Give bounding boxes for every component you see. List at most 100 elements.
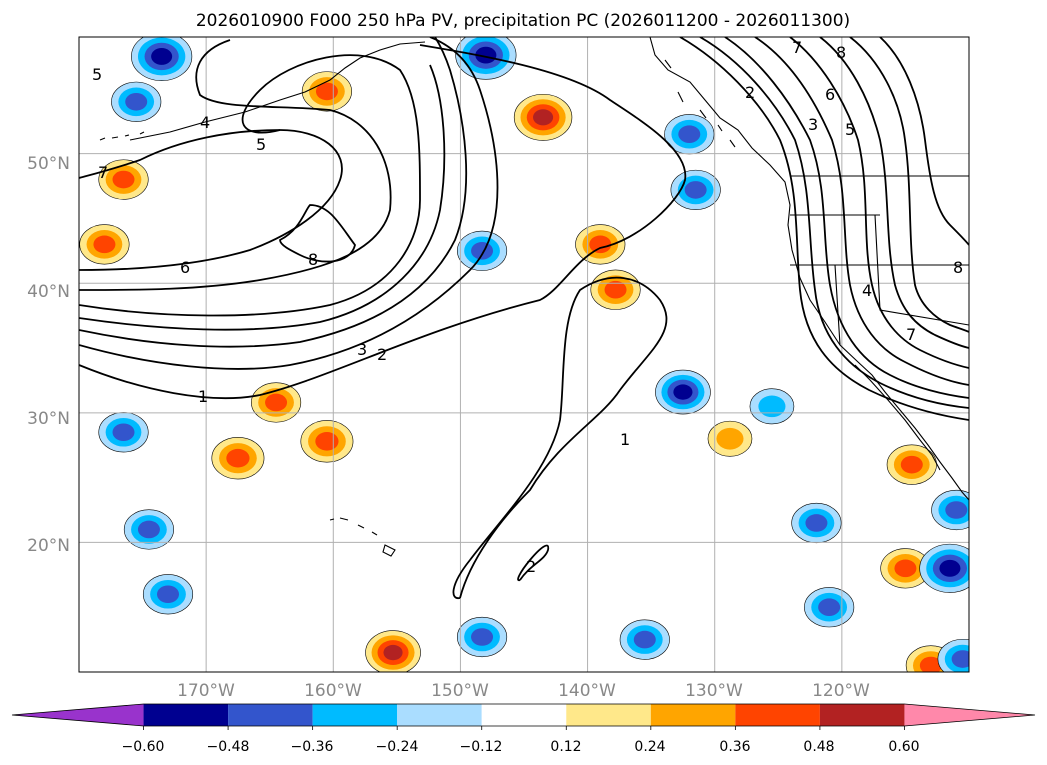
pv-label-8-southeast: 8 xyxy=(953,258,963,277)
precip-blob-shade xyxy=(125,92,148,111)
precip-blob-shade xyxy=(112,170,135,189)
precip-blob-shade xyxy=(758,395,786,418)
precip-blob xyxy=(575,224,626,265)
x-tick-label: 140°W xyxy=(558,681,616,701)
pv-label-3-east: 3 xyxy=(808,115,818,134)
pv-contour-4 xyxy=(79,64,446,331)
precip-blob xyxy=(886,444,937,485)
precip-blob-shade xyxy=(226,448,250,468)
coastlines xyxy=(99,37,969,557)
colorbar-segment xyxy=(228,704,313,726)
pv-contour-5 xyxy=(79,54,421,317)
precip-blob-shade xyxy=(894,559,917,578)
baja-coastline xyxy=(854,364,941,471)
precip-blob xyxy=(749,388,795,425)
colorbar-segment xyxy=(819,704,905,726)
colorbar-segment xyxy=(566,704,651,726)
pv-contour-east-6 xyxy=(819,37,969,349)
pv-label-5-northwest: 5 xyxy=(92,65,102,84)
precip-blob xyxy=(365,630,421,672)
precip-blob-shade xyxy=(818,598,841,617)
precip-blob xyxy=(301,71,352,112)
pv-contour-8 xyxy=(279,204,356,263)
pv-label-1-east: 1 xyxy=(620,430,630,449)
precip-blob-shade xyxy=(93,235,116,254)
pv-label-2-inner: 2 xyxy=(526,557,536,576)
x-tick-label: 170°W xyxy=(177,681,235,701)
precip-blob xyxy=(931,489,969,531)
precip-blob-shade xyxy=(633,630,656,649)
colorbar-tick-label: −0.24 xyxy=(376,739,419,755)
map-frame xyxy=(78,36,970,673)
pv-contour-east-8 xyxy=(879,37,969,246)
pv-contour-east-2 xyxy=(699,37,969,409)
y-tick-label: 30°N xyxy=(27,409,70,429)
precip-blob xyxy=(300,420,354,463)
colorbar-tick-label: 0.12 xyxy=(550,739,581,755)
colorbar-tick-labels: −0.60 −0.48 −0.36 −0.24 −0.12 0.12 0.24 … xyxy=(122,739,920,755)
pv-contour-labels: 1 1 2 2 2 3 3 4 4 5 5 5 6 6 7 7 7 8 8 8 xyxy=(92,38,963,576)
precip-blob xyxy=(880,548,931,589)
precip-blob-shade xyxy=(475,46,497,64)
pv-contour-7 xyxy=(79,129,343,271)
pv-label-5: 5 xyxy=(256,135,266,154)
precip-blob-shade xyxy=(939,559,961,577)
colorbar-tick-label: 0.48 xyxy=(803,739,834,755)
colorbar-tick-label: 0.24 xyxy=(634,739,665,755)
map-content: 1 1 2 2 2 3 3 4 4 5 5 5 6 6 7 7 7 8 8 8 xyxy=(79,37,969,672)
colorbar-segment xyxy=(397,704,482,726)
x-tick-label: 150°W xyxy=(431,681,489,701)
precip-blob xyxy=(456,230,508,271)
pv-label-5-east: 5 xyxy=(845,120,855,139)
precip-blob-shade xyxy=(684,181,707,199)
y-tick-label: 40°N xyxy=(27,282,70,302)
precip-blob xyxy=(670,169,721,211)
y-tick-label: 50°N xyxy=(27,154,70,174)
precip-blob-shade xyxy=(315,432,339,451)
precip-blob-shade xyxy=(589,235,612,254)
pv-label-4: 4 xyxy=(200,113,210,132)
colorbar-segment xyxy=(312,704,398,726)
map-background xyxy=(79,37,969,672)
aleutian-islands xyxy=(99,131,145,141)
pv-label-2: 2 xyxy=(377,345,387,364)
pv-contour-east-1 xyxy=(679,37,969,421)
pv-contour-east-3 xyxy=(724,37,969,399)
pv-label-7-south: 7 xyxy=(906,325,916,344)
precip-blob-shade xyxy=(157,585,179,604)
precip-blob xyxy=(513,93,573,141)
colorbar-tick-label: −0.36 xyxy=(291,739,334,755)
precip-blob-shade xyxy=(945,501,968,519)
precip-blob xyxy=(664,114,715,155)
precip-blob-shade xyxy=(471,242,494,260)
pv-contours xyxy=(79,37,969,599)
pv-contour-east-7 xyxy=(849,37,969,333)
precip-blob-shade xyxy=(678,125,701,143)
colorbar-segment xyxy=(650,704,736,726)
precip-blob xyxy=(655,369,711,415)
precip-blob xyxy=(251,382,302,423)
precip-blob-shade xyxy=(533,109,554,126)
y-tick-label: 20°N xyxy=(27,536,70,556)
y-tick-labels: 20°N 30°N 40°N 50°N xyxy=(27,154,70,556)
precip-blob xyxy=(455,37,517,80)
precip-blob xyxy=(804,587,855,628)
pv-label-4-east: 4 xyxy=(862,281,872,300)
x-tick-label: 130°W xyxy=(685,681,743,701)
pv-contour-2 xyxy=(79,37,499,370)
colorbar-extend-low xyxy=(12,704,144,726)
precip-blob-shade xyxy=(673,384,693,400)
precip-blob xyxy=(919,543,969,593)
colorbar-tick-label: 0.60 xyxy=(888,739,919,755)
pv-label-6-east: 6 xyxy=(825,85,835,104)
precip-blob xyxy=(707,420,753,457)
colorbar-tick-label: −0.48 xyxy=(207,739,250,755)
colorbar-tick-label: −0.12 xyxy=(460,739,503,755)
precip-blob-shade xyxy=(265,393,288,412)
precipitation-shading xyxy=(79,37,969,672)
colorbar-segment xyxy=(735,704,820,726)
colorbar-segment xyxy=(481,704,567,726)
precip-blob-shade xyxy=(716,427,744,450)
north-america-coastline xyxy=(649,37,969,501)
